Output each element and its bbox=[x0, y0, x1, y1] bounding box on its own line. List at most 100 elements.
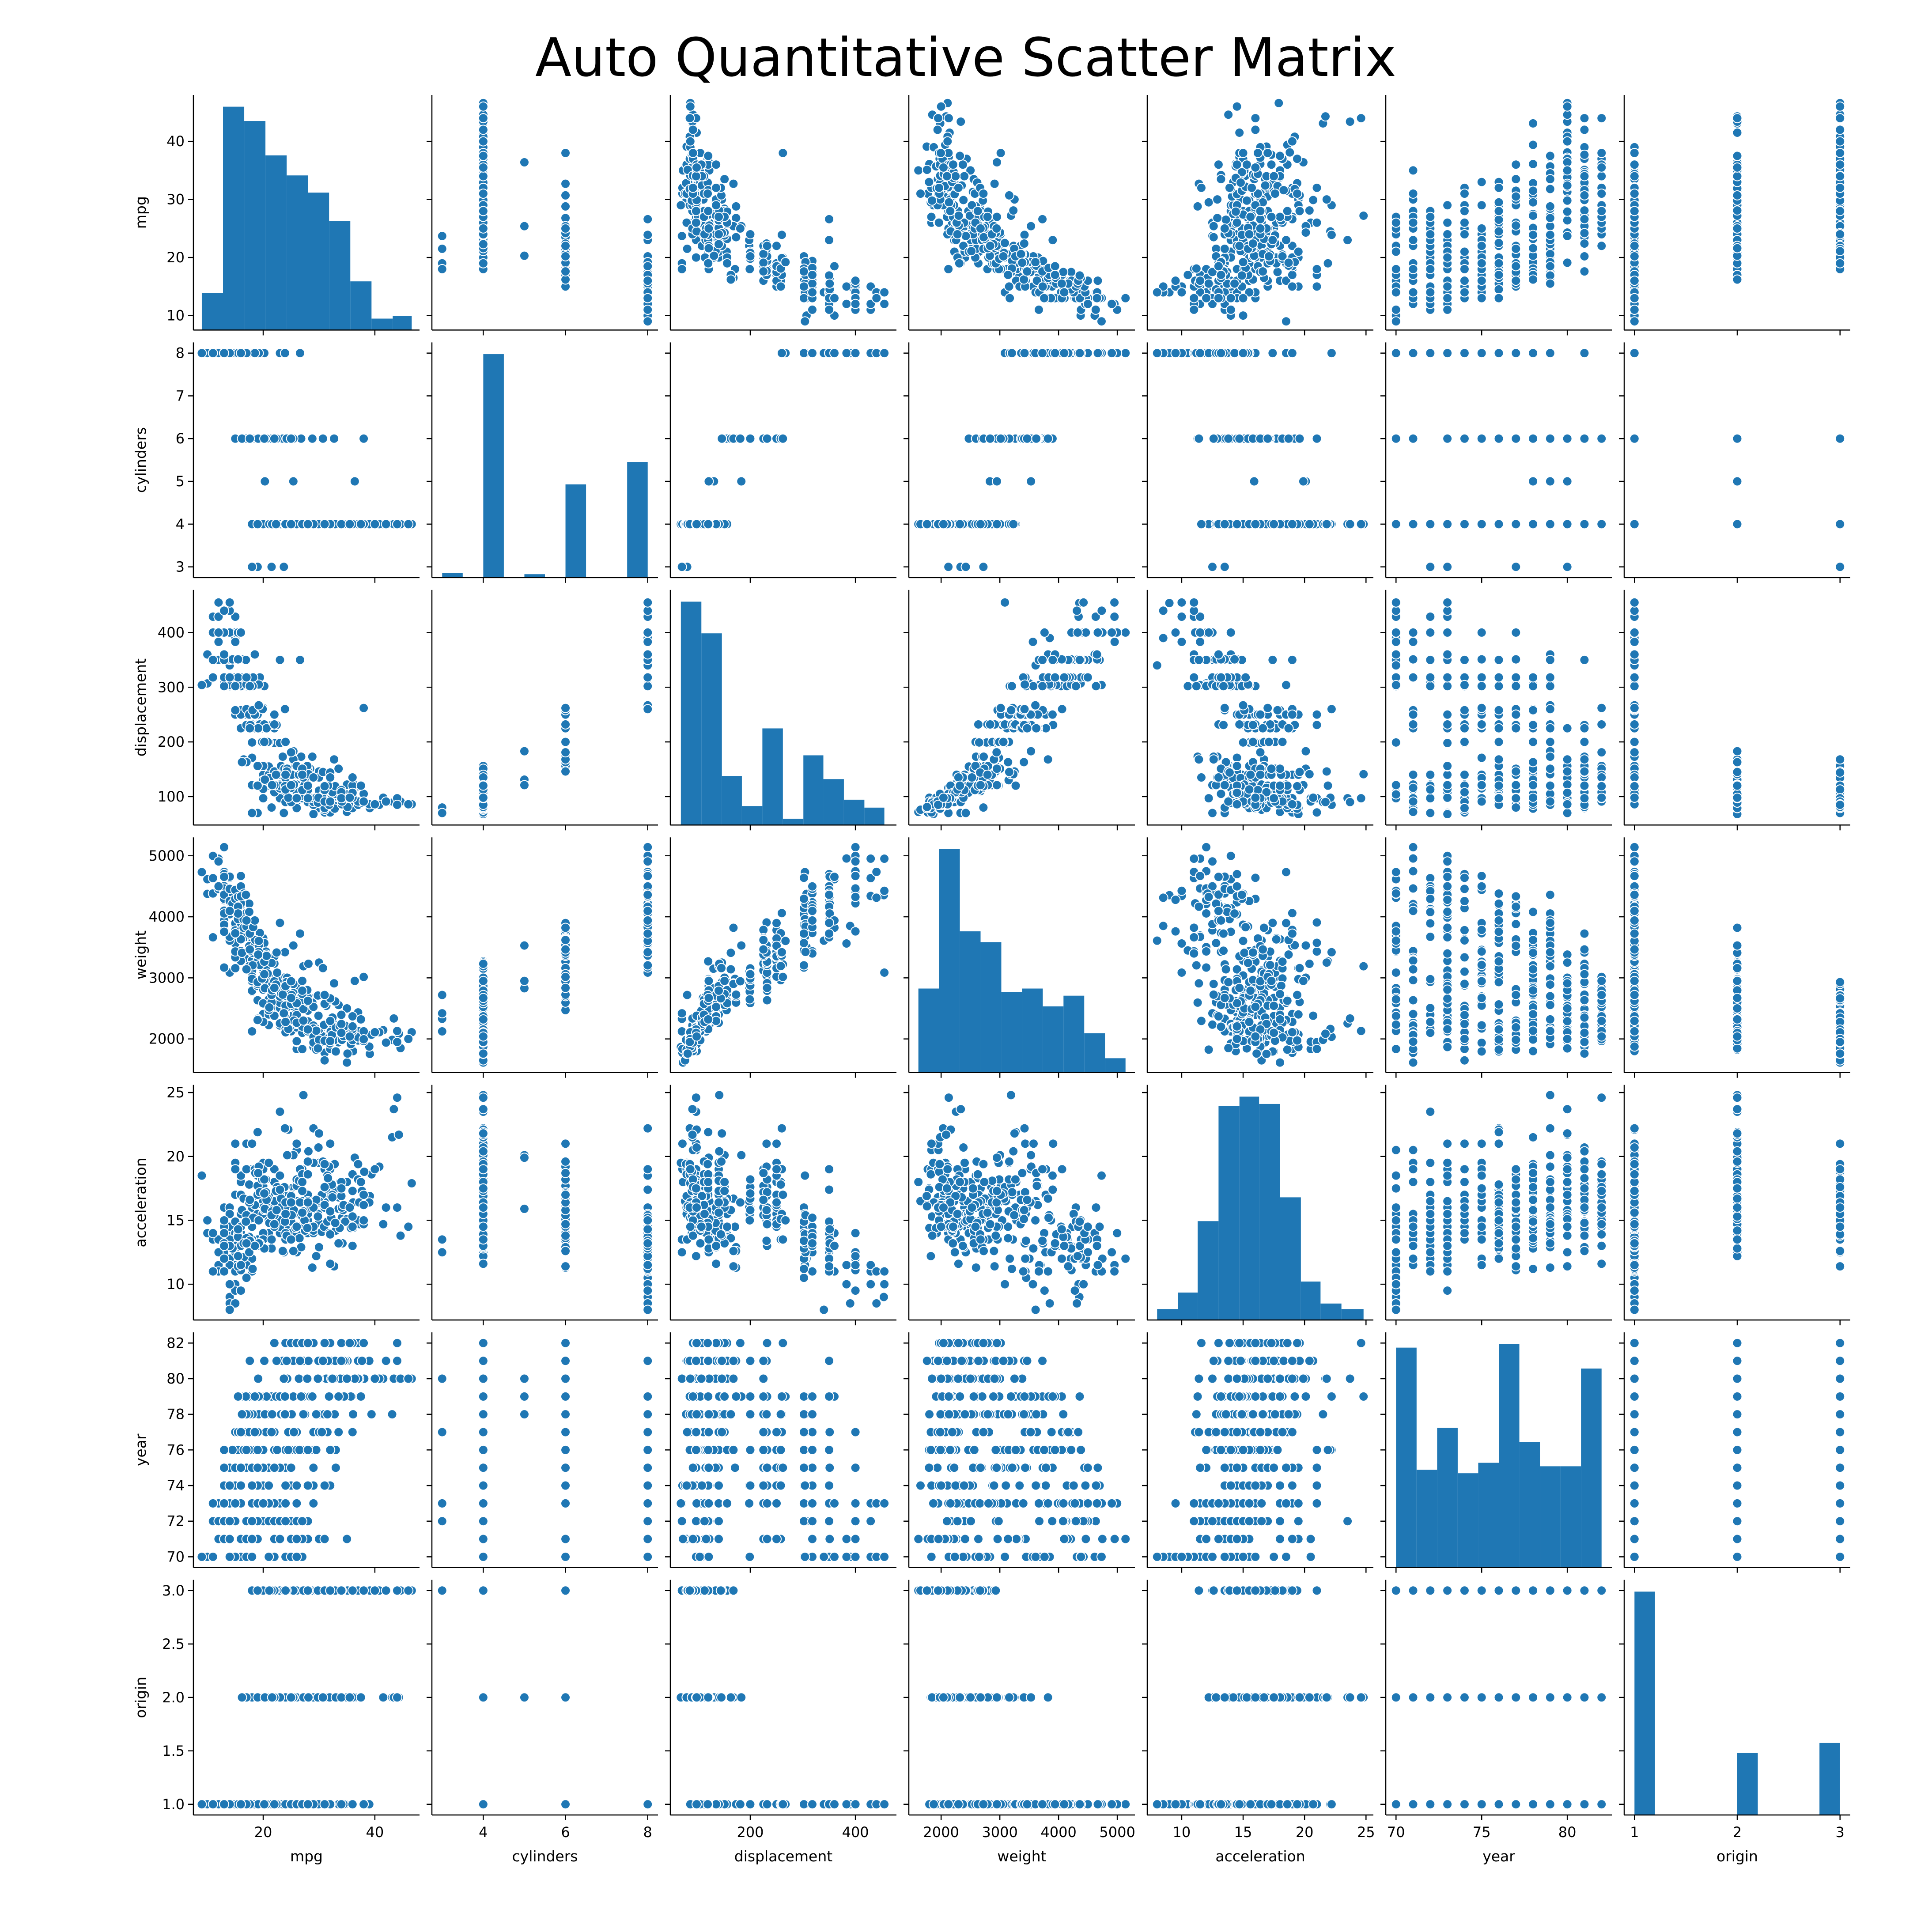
data-point bbox=[1327, 230, 1336, 239]
data-point bbox=[1017, 250, 1026, 259]
data-point bbox=[197, 348, 206, 358]
data-point bbox=[1443, 434, 1452, 443]
data-point bbox=[1233, 102, 1242, 111]
data-point bbox=[704, 224, 713, 233]
data-point bbox=[999, 252, 1008, 261]
data-point bbox=[986, 434, 995, 443]
data-point bbox=[1580, 150, 1589, 159]
data-point bbox=[1220, 562, 1229, 571]
data-point bbox=[404, 519, 413, 529]
data-point bbox=[1528, 186, 1538, 195]
data-point bbox=[1171, 348, 1180, 358]
data-point bbox=[1528, 211, 1538, 220]
hist-bar-mpg bbox=[202, 293, 223, 330]
data-point bbox=[260, 434, 269, 443]
data-point bbox=[808, 287, 817, 297]
data-point bbox=[1220, 244, 1229, 253]
data-point bbox=[1251, 163, 1260, 172]
data-point bbox=[688, 148, 698, 158]
data-point bbox=[1231, 207, 1240, 216]
data-point bbox=[1477, 200, 1486, 210]
data-point bbox=[253, 519, 262, 529]
data-point bbox=[1195, 276, 1205, 285]
data-point bbox=[1295, 434, 1304, 443]
data-point bbox=[1477, 259, 1486, 268]
data-point bbox=[1528, 348, 1538, 358]
data-point bbox=[1273, 267, 1282, 276]
data-point bbox=[954, 211, 964, 220]
data-point bbox=[260, 477, 269, 486]
data-point bbox=[1263, 148, 1272, 158]
data-point bbox=[1244, 230, 1254, 239]
data-point bbox=[1282, 317, 1291, 326]
data-point bbox=[1195, 348, 1205, 358]
data-point bbox=[1443, 230, 1452, 239]
data-point bbox=[1153, 287, 1162, 297]
hist-bar-cylinders bbox=[442, 573, 463, 578]
data-point bbox=[676, 200, 685, 210]
data-point bbox=[643, 317, 652, 326]
data-point bbox=[745, 230, 755, 239]
data-point bbox=[842, 299, 851, 309]
data-point bbox=[1239, 257, 1248, 267]
data-point bbox=[1267, 212, 1276, 222]
data-point bbox=[1528, 198, 1538, 207]
data-point bbox=[370, 519, 379, 529]
data-point bbox=[1511, 192, 1520, 201]
data-point bbox=[1733, 191, 1742, 200]
data-point bbox=[1288, 282, 1297, 291]
data-point bbox=[1322, 519, 1331, 529]
data-point bbox=[711, 183, 721, 193]
data-point bbox=[1835, 137, 1845, 146]
hist-bar-cylinders bbox=[483, 354, 504, 578]
data-point bbox=[1264, 252, 1274, 261]
data-point bbox=[799, 294, 809, 303]
data-point bbox=[1209, 434, 1218, 443]
data-point bbox=[1443, 305, 1452, 314]
data-point bbox=[990, 179, 999, 189]
data-point bbox=[986, 241, 995, 250]
data-point bbox=[1224, 434, 1233, 443]
data-point bbox=[759, 258, 768, 267]
data-point bbox=[1209, 222, 1218, 231]
data-point bbox=[1284, 434, 1293, 443]
panel-mpg-vs-cylinders bbox=[427, 95, 658, 335]
data-point bbox=[745, 265, 754, 274]
data-point bbox=[1580, 252, 1589, 261]
data-point bbox=[1312, 218, 1322, 227]
data-point bbox=[250, 348, 260, 358]
data-point bbox=[236, 348, 246, 358]
data-point bbox=[1597, 113, 1606, 123]
data-point bbox=[1733, 224, 1742, 233]
data-point bbox=[479, 189, 488, 198]
data-point bbox=[1580, 215, 1589, 224]
data-point bbox=[686, 102, 695, 111]
data-point bbox=[1443, 200, 1452, 210]
data-point bbox=[1153, 348, 1162, 358]
data-point bbox=[1563, 181, 1572, 190]
data-point bbox=[1443, 218, 1452, 227]
data-point bbox=[937, 102, 946, 111]
data-point bbox=[1477, 294, 1486, 303]
data-point bbox=[1279, 185, 1288, 195]
data-point bbox=[722, 259, 732, 268]
data-point bbox=[1051, 270, 1060, 280]
data-point bbox=[1460, 434, 1469, 443]
data-point bbox=[1253, 148, 1263, 158]
data-point bbox=[1477, 241, 1486, 250]
data-point bbox=[1239, 311, 1248, 320]
data-point bbox=[692, 218, 701, 227]
data-point bbox=[973, 206, 983, 216]
hist-bar-mpg bbox=[393, 316, 412, 330]
data-point bbox=[1835, 206, 1845, 216]
data-point bbox=[1528, 434, 1538, 443]
data-point bbox=[561, 267, 570, 276]
data-point bbox=[1239, 348, 1248, 358]
data-point bbox=[1209, 233, 1218, 242]
data-point bbox=[345, 519, 354, 529]
data-point bbox=[1460, 287, 1469, 297]
data-point bbox=[1214, 294, 1223, 303]
data-point bbox=[955, 519, 964, 529]
data-point bbox=[1269, 519, 1278, 529]
data-point bbox=[992, 519, 1002, 529]
